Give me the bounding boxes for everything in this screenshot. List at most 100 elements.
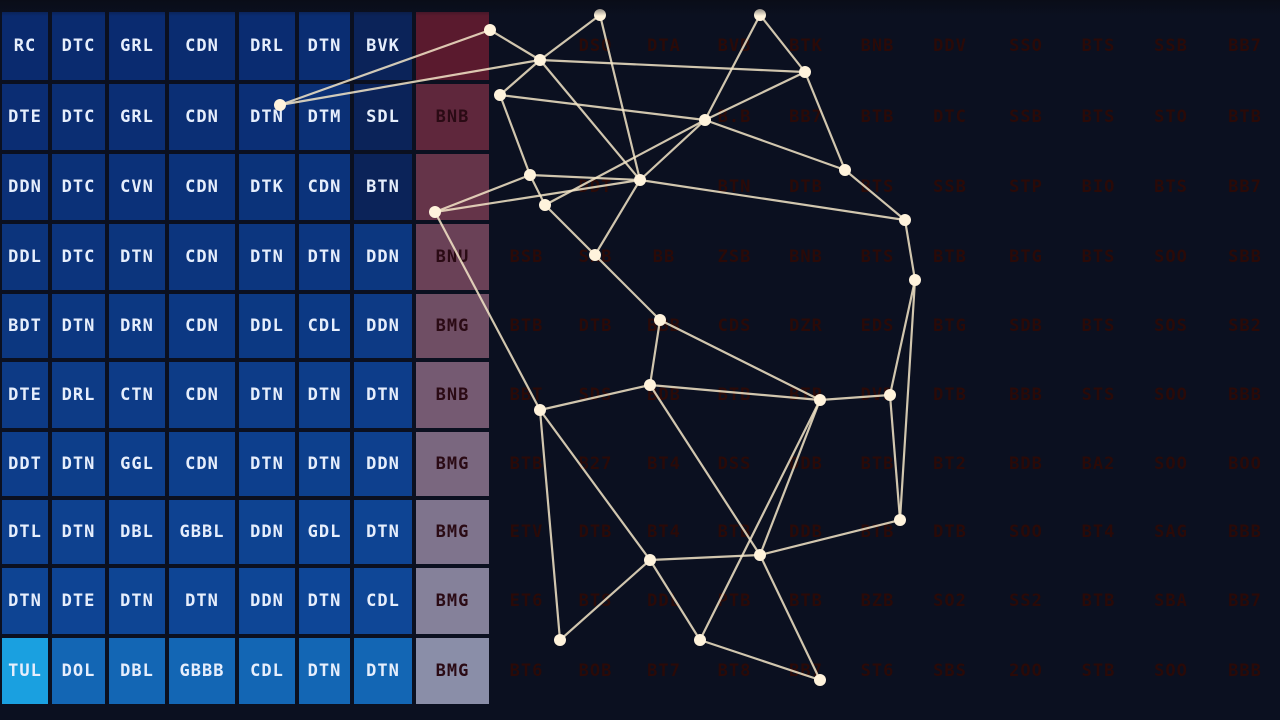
grid-cell: BTG	[1009, 247, 1043, 267]
grid-cell: DTE	[52, 568, 105, 634]
grid-cell: BTB	[717, 385, 752, 405]
grid-cell: SBA	[1154, 591, 1188, 611]
grid-cell	[493, 12, 560, 80]
grid-cell: BTB	[509, 454, 544, 474]
grid-cell: BTB	[933, 247, 967, 267]
grid-cell: DTN	[52, 432, 105, 496]
grid-cell: BTB	[717, 522, 752, 542]
grid-cell: BTS	[1081, 247, 1116, 267]
grid-cell: DDB	[789, 522, 823, 542]
grid-cell: SOO	[1154, 454, 1188, 474]
grid-cell: DTN	[52, 294, 105, 358]
grid-cell: DBL	[109, 500, 165, 564]
grid-cell: STB	[1081, 661, 1116, 681]
grid-cell: CDS	[717, 316, 752, 336]
grid-cell: BVK	[354, 12, 412, 80]
grid-cell: CDL	[354, 568, 412, 634]
grid-cell: SSB	[1154, 36, 1188, 56]
grid-cell: DTB	[578, 316, 613, 336]
grid-cell: BTB	[860, 522, 895, 542]
grid-cell: BB7	[789, 107, 823, 127]
grid-cell: BT4	[647, 454, 681, 474]
grid-cell: DTN	[354, 362, 412, 428]
grid-cell: CTN	[109, 362, 165, 428]
grid-cell: STO	[1154, 107, 1188, 127]
grid-cell: DTC	[52, 84, 105, 150]
grid-cell: CDN	[169, 154, 235, 220]
grid-cell: DTN	[2, 568, 48, 634]
grid-cell: BTB	[860, 107, 895, 127]
grid-cell: BTB	[860, 454, 895, 474]
grid-cell: BNB	[416, 84, 489, 150]
grid-cell: DTC	[52, 12, 105, 80]
grid-cell: BT7	[647, 661, 681, 681]
grid-cell: DTC	[52, 154, 105, 220]
grid-cell: BB7	[1228, 177, 1262, 197]
grid-cell: BDT	[2, 294, 48, 358]
grid-cell: SDS	[578, 385, 613, 405]
grid-cell: DTN	[299, 224, 350, 290]
grid-cell: DTN	[109, 224, 165, 290]
grid-cell: DTN	[109, 568, 165, 634]
grid-cell: BB	[652, 247, 676, 267]
grid-cell: BBB	[1009, 385, 1043, 405]
grid-cell: BTS	[1154, 177, 1188, 197]
grid-cell: BBB	[1228, 661, 1262, 681]
grid-cell: BOB	[578, 661, 613, 681]
grid-cell: ST6	[860, 661, 895, 681]
grid-cell: DDN	[354, 432, 412, 496]
grid-cell	[631, 154, 697, 220]
grid-cell: SS2	[1009, 591, 1043, 611]
grid-cell: BTS	[578, 591, 613, 611]
grid-cell: DTN	[239, 84, 295, 150]
grid-cell: TUL	[2, 638, 48, 704]
grid-cell: GGL	[109, 432, 165, 496]
grid-cell: SOS	[1154, 316, 1188, 336]
grid-cell: BT2	[933, 454, 967, 474]
grid-cell: GDL	[299, 500, 350, 564]
grid-cell: DTE	[2, 84, 48, 150]
grid-cell: DDL	[647, 591, 681, 611]
grid-cell: BTS	[860, 247, 895, 267]
grid-cell: SAG	[1154, 522, 1188, 542]
grid-cell: BTB	[1228, 107, 1262, 127]
grid-cell: DTN	[239, 432, 295, 496]
grid-cell: DTN	[239, 362, 295, 428]
grid-cell: CDN	[169, 12, 235, 80]
grid-cell: BTB	[789, 591, 823, 611]
grid-cell: BZB	[860, 591, 895, 611]
grid-cell: ETV	[509, 522, 544, 542]
grid-cell: BT8	[717, 661, 752, 681]
grid-cell: SSB	[1009, 107, 1043, 127]
grid-cell: BTG	[933, 316, 967, 336]
grid-cell: SB2	[1228, 316, 1262, 336]
grid-cell: SRB	[578, 247, 613, 267]
grid-cell: 2OO	[1009, 661, 1043, 681]
grid-cell: B27	[578, 454, 613, 474]
grid-cell: CDN	[169, 294, 235, 358]
grid-cell: CDN	[169, 224, 235, 290]
grid-cell: DTA	[647, 36, 681, 56]
grid-cell: BTB	[1081, 591, 1116, 611]
grid-cell: DDN	[2, 154, 48, 220]
grid-cell	[631, 84, 697, 150]
grid-cell	[416, 12, 489, 80]
grid-cell: BSB	[509, 247, 544, 267]
grid-cell: BTS	[860, 177, 895, 197]
grid-cell: DTC	[52, 224, 105, 290]
grid-cell: GBBB	[169, 638, 235, 704]
grid-cell: SOO	[1009, 522, 1043, 542]
grid-cell: DRL	[52, 362, 105, 428]
grid-cell: DDN	[239, 568, 295, 634]
grid-cell: DDL	[239, 294, 295, 358]
grid-cell	[564, 84, 627, 150]
grid-cell: ZSB	[717, 247, 752, 267]
grid-cell: SO2	[933, 591, 967, 611]
grid-cell: SSB	[933, 177, 967, 197]
grid-cell: DTB	[933, 522, 967, 542]
grid-cell: BBB	[647, 316, 681, 336]
grid-cell	[416, 154, 489, 220]
grid-cell: BT6	[509, 661, 544, 681]
grid-cell: BMG	[416, 568, 489, 634]
grid-cell: BTP	[789, 385, 823, 405]
